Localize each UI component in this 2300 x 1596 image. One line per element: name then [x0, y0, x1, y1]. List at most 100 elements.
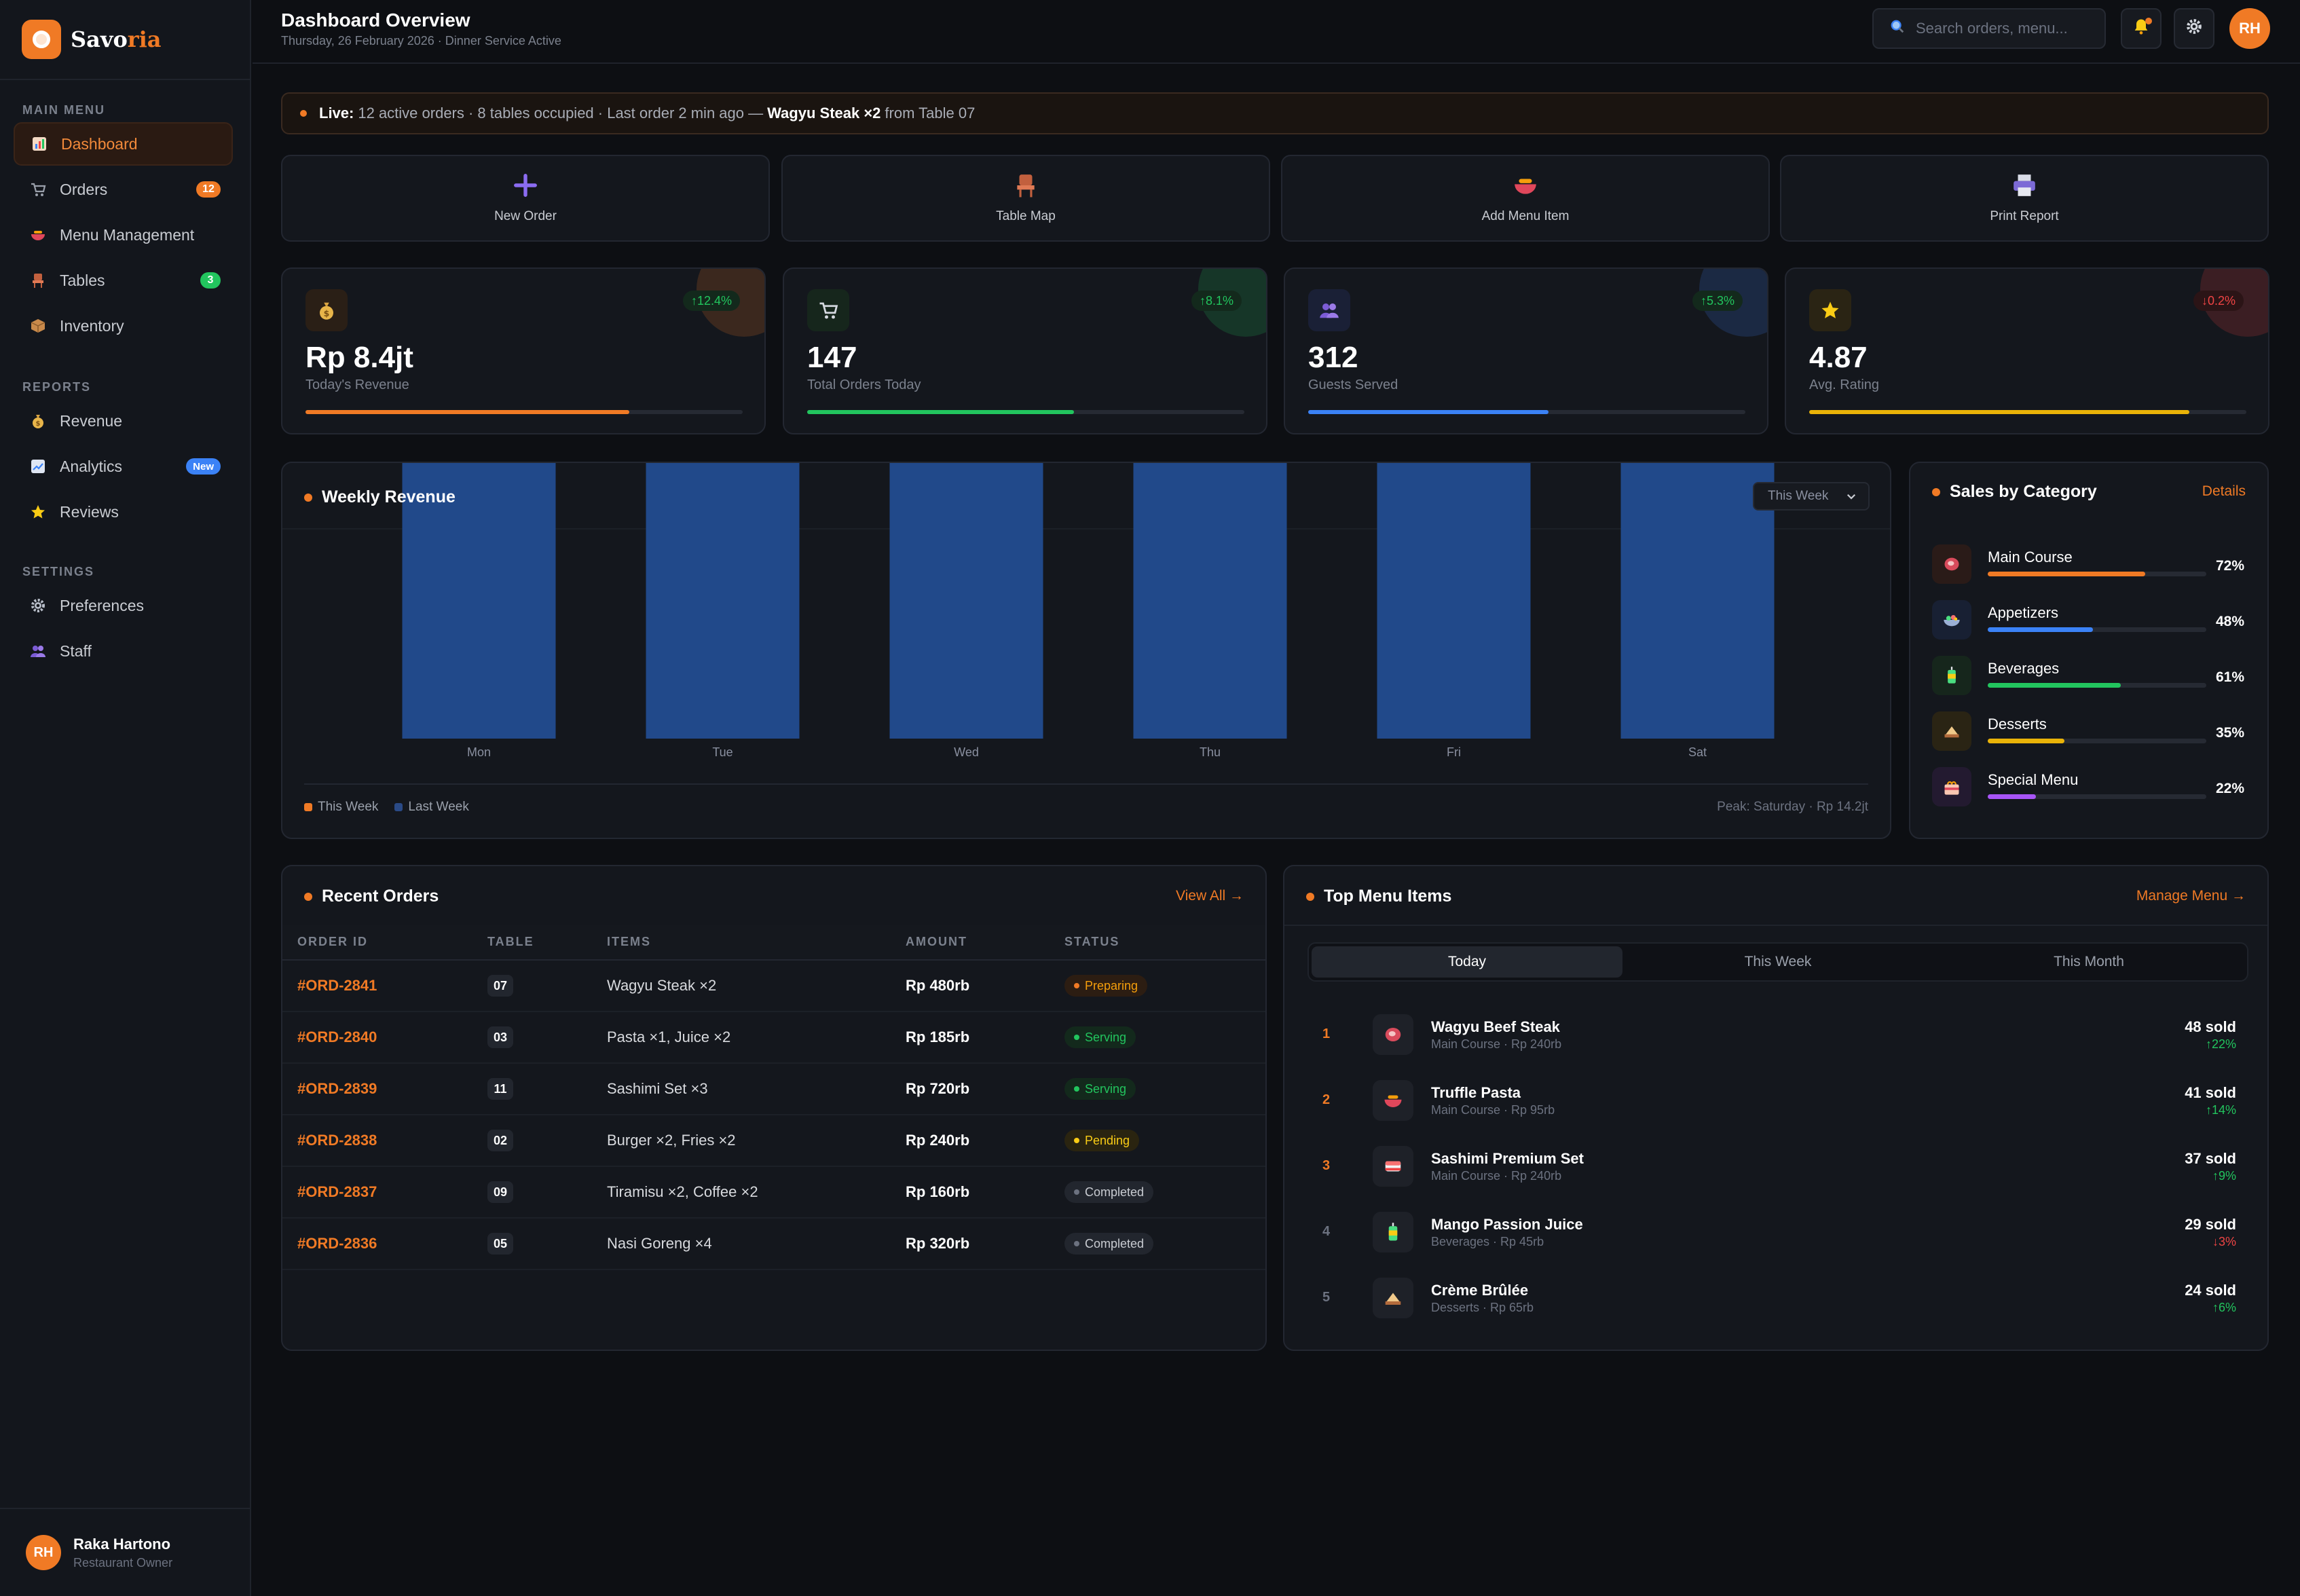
manage-menu-link[interactable]: Manage Menu →: [2136, 888, 2246, 904]
table-row[interactable]: #ORD-2836 05 Nasi Goreng ×4 Rp 320rb Complet…: [282, 1218, 1265, 1270]
view-all-link[interactable]: View All →: [1176, 888, 1244, 904]
stat-card-guests: ↑5.3% 312 Guests Served: [1284, 267, 1768, 434]
user-profile[interactable]: RH Raka Hartono Restaurant Owner: [0, 1508, 251, 1596]
tables-count-badge: 3: [200, 272, 221, 289]
sidebar-item-revenue[interactable]: $ Revenue: [14, 399, 233, 443]
live-from: from Table 07: [885, 105, 976, 122]
add-menu-item-button[interactable]: Add Menu Item: [1281, 155, 1770, 242]
action-label: New Order: [494, 209, 557, 223]
list-item[interactable]: 5 Crème Brûlée Desserts · Rp 65rb 24 sold ↑6…: [1307, 1267, 2248, 1332]
brand[interactable]: Savoria: [0, 0, 250, 80]
item-name: Crème Brûlée: [1431, 1282, 1529, 1299]
money-bag-icon: $: [29, 411, 48, 430]
table-row[interactable]: #ORD-2841 07 Wagyu Steak ×2 Rp 480rb Prepari…: [282, 960, 1265, 1012]
category-fill: [1988, 572, 2145, 576]
x-tick-label: Sat: [1688, 745, 1707, 759]
legend-swatch-last-week: [394, 803, 403, 811]
order-id-link[interactable]: #ORD-2840: [282, 1012, 472, 1064]
settings-button[interactable]: [2174, 8, 2214, 49]
category-row: Special Menu 22%: [1932, 767, 2244, 809]
order-id-link[interactable]: #ORD-2837: [282, 1166, 472, 1219]
bar-tue[interactable]: [646, 463, 800, 739]
live-banner: Live: 12 active orders · 8 tables occupi…: [281, 92, 2269, 134]
user-name: Raka Hartono: [73, 1535, 171, 1553]
list-item[interactable]: 2 Truffle Pasta Main Course · Rp 95rb 41 so…: [1307, 1069, 2248, 1134]
new-order-button[interactable]: New Order: [281, 155, 770, 242]
top-items-title: Top Menu Items: [1306, 887, 1451, 906]
sidebar-item-label: Tables: [60, 271, 105, 289]
bar-wed[interactable]: [889, 463, 1043, 739]
stat-progress-fill: [807, 410, 1074, 414]
cake-icon: [1932, 711, 1971, 751]
tab-this-month[interactable]: This Month: [2054, 954, 2124, 969]
stat-progress-track: [1809, 410, 2246, 414]
sidebar-item-menu-management[interactable]: Menu Management: [14, 213, 233, 257]
items-cell: Wagyu Steak ×2: [592, 960, 891, 1012]
order-id-link[interactable]: #ORD-2838: [282, 1115, 472, 1167]
sidebar-item-orders[interactable]: Orders 12: [14, 168, 233, 211]
sidebar-item-inventory[interactable]: Inventory: [14, 304, 233, 348]
sidebar-item-dashboard[interactable]: Dashboard: [14, 122, 233, 166]
sidebar-item-tables[interactable]: Tables 3: [14, 259, 233, 302]
table-cell: 05: [472, 1218, 592, 1270]
amount-cell: Rp 720rb: [891, 1063, 1050, 1115]
col-table: TABLE: [472, 925, 592, 961]
col-status: STATUS: [1050, 925, 1265, 961]
table-row[interactable]: #ORD-2840 03 Pasta ×1, Juice ×2 Rp 185rb Ser…: [282, 1012, 1265, 1064]
tab-today[interactable]: Today: [1312, 946, 1622, 978]
details-link[interactable]: Details: [2202, 483, 2246, 499]
sold-count: 37 sold: [2185, 1150, 2236, 1167]
tab-this-week[interactable]: This Week: [1744, 954, 1812, 969]
trend-icon: [29, 457, 48, 476]
stat-value: 312: [1308, 341, 1358, 374]
new-badge: New: [186, 458, 221, 475]
trend-value: ↑22%: [2205, 1037, 2236, 1051]
table-row[interactable]: #ORD-2838 02 Burger ×2, Fries ×2 Rp 240rb Pe…: [282, 1115, 1265, 1167]
search-box[interactable]: [1872, 8, 2106, 49]
list-item[interactable]: 3 Sashimi Premium Set Main Course · Rp 240…: [1307, 1135, 2248, 1200]
order-id-link[interactable]: #ORD-2841: [282, 960, 472, 1012]
sidebar-item-staff[interactable]: Staff: [14, 629, 233, 673]
page-subtitle: Thursday, 26 February 2026 · Dinner Serv…: [281, 34, 561, 48]
table-row[interactable]: #ORD-2839 11 Sashimi Set ×3 Rp 720rb Serving: [282, 1063, 1265, 1115]
table-map-button[interactable]: Table Map: [781, 155, 1270, 242]
bar-thu[interactable]: [1133, 463, 1287, 739]
sidebar-item-label: Staff: [60, 642, 92, 660]
status-cell: Serving: [1050, 1012, 1265, 1064]
salad-icon: [1932, 600, 1971, 639]
order-id-link[interactable]: #ORD-2836: [282, 1218, 472, 1270]
x-tick-label: Thu: [1200, 745, 1221, 759]
status-cell: Serving: [1050, 1063, 1265, 1115]
item-name: Mango Passion Juice: [1431, 1216, 1583, 1233]
list-item[interactable]: 4 Mango Passion Juice Beverages · Rp 45rb 2…: [1307, 1201, 2248, 1266]
period-select[interactable]: This Week: [1753, 482, 1870, 511]
sidebar-item-analytics[interactable]: Analytics New: [14, 445, 233, 488]
notifications-button[interactable]: [2121, 8, 2162, 49]
rank-number: 1: [1322, 1026, 1331, 1041]
sidebar-item-label: Reviews: [60, 502, 119, 521]
list-item[interactable]: 1 Wagyu Beef Steak Main Course · Rp 240rb 4…: [1307, 1003, 2248, 1069]
stat-value: 4.87: [1809, 341, 1868, 374]
bar-mon[interactable]: [402, 463, 556, 739]
category-track: [1988, 794, 2206, 799]
bar-fri[interactable]: [1377, 463, 1531, 739]
cake-icon: [1373, 1278, 1413, 1318]
print-report-button[interactable]: Print Report: [1780, 155, 2269, 242]
header-avatar[interactable]: RH: [2229, 8, 2270, 49]
table-row[interactable]: #ORD-2837 09 Tiramisu ×2, Coffee ×2 Rp 160r…: [282, 1166, 1265, 1219]
items-cell: Pasta ×1, Juice ×2: [592, 1012, 891, 1064]
category-name: Appetizers: [1988, 604, 2058, 621]
order-id-link[interactable]: #ORD-2839: [282, 1063, 472, 1115]
sidebar-item-reviews[interactable]: Reviews: [14, 490, 233, 534]
sidebar-item-preferences[interactable]: Preferences: [14, 584, 233, 627]
gift-icon: [1932, 767, 1971, 806]
chevron-down-icon: [1845, 490, 1857, 506]
stat-progress-track: [1308, 410, 1745, 414]
action-label: Table Map: [996, 209, 1056, 223]
bar-sat[interactable]: [1620, 463, 1775, 739]
category-row: Appetizers 48%: [1932, 600, 2244, 642]
category-fill: [1988, 627, 2093, 632]
table-cell: 02: [472, 1115, 592, 1167]
rank-number: 4: [1322, 1224, 1331, 1239]
search-input[interactable]: [1916, 20, 2092, 37]
